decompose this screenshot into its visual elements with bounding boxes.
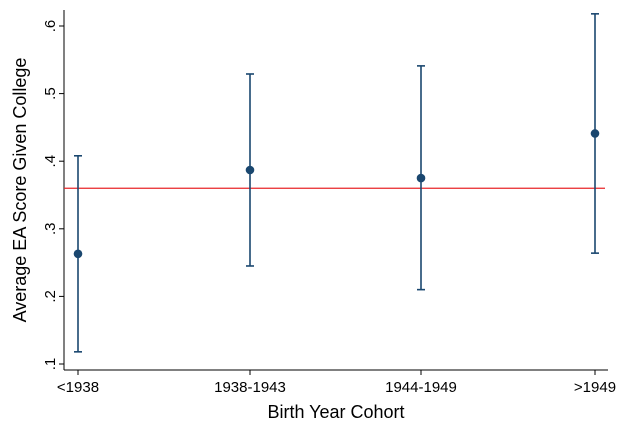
y-tick-label: .3 — [42, 223, 59, 236]
x-tick-label: 1938-1943 — [214, 379, 286, 396]
error-bars — [74, 13, 599, 353]
data-point — [416, 173, 426, 183]
x-tick-label: >1949 — [574, 379, 616, 396]
y-tick-label: .2 — [42, 290, 59, 303]
y-tick-label: .4 — [42, 155, 59, 168]
x-tick-label: 1944-1949 — [385, 379, 457, 396]
y-axis-ticks: .1 .2 .3 .4 .5 .6 — [42, 20, 64, 371]
y-axis-title: Average EA Score Given College — [10, 58, 30, 323]
x-axis-title: Birth Year Cohort — [267, 402, 404, 422]
data-point — [73, 249, 83, 259]
y-tick-label: .1 — [42, 358, 59, 371]
x-tick-label: <1938 — [57, 379, 99, 396]
x-axis-ticks: <1938 1938-1943 1944-1949 >1949 — [57, 370, 616, 396]
y-tick-label: .6 — [42, 20, 59, 33]
y-tick-label: .5 — [42, 87, 59, 100]
plot-area: .1 .2 .3 .4 .5 .6 <1938 1938-1943 1944-1949 >194… — [42, 10, 616, 396]
data-points — [73, 129, 600, 259]
data-point — [245, 165, 255, 175]
data-point — [590, 129, 600, 138]
